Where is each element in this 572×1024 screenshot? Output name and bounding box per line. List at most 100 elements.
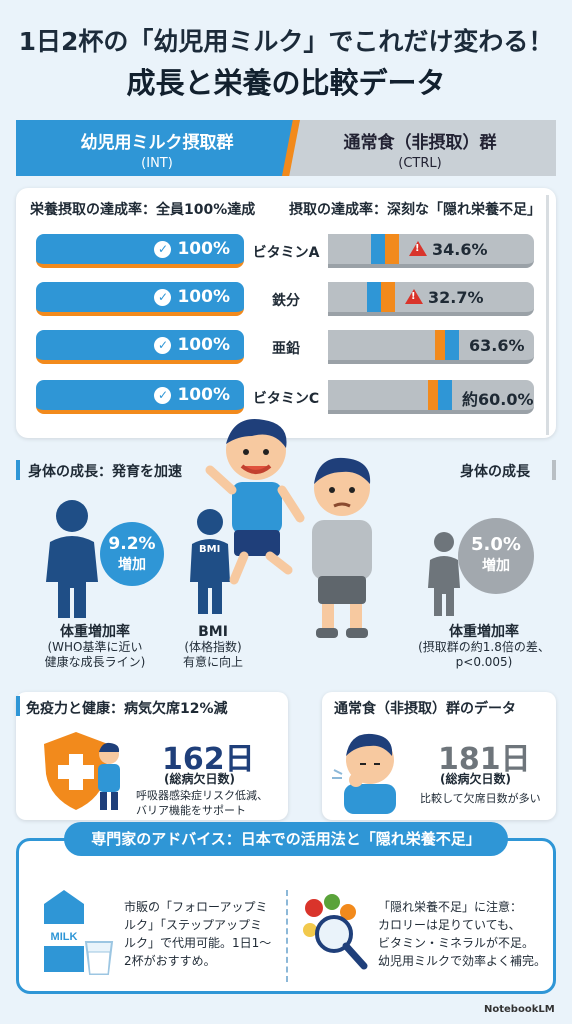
milk-carton-label: MILK bbox=[51, 931, 78, 943]
sick-child-icon bbox=[332, 733, 396, 814]
ctrl-bar-fill bbox=[445, 330, 459, 360]
advice-left-line: 市販の「フォローアップミ bbox=[124, 900, 268, 914]
title-line2: 成長と栄養の比較データ bbox=[126, 66, 446, 100]
int-bar-value: 100% bbox=[177, 335, 230, 355]
int-weight-badge: 9.2% 増加 bbox=[100, 522, 164, 586]
magnifier-food-icon bbox=[303, 894, 368, 970]
ctrl-bar-value-text: 約60.0% bbox=[462, 390, 534, 409]
ctrl-bar-value: 約60.0% bbox=[462, 386, 534, 410]
int-bar-value: 100% bbox=[177, 385, 230, 405]
int-immunity-notes: 呼吸器感染症リスク低減、 バリア機能をサポート bbox=[136, 788, 268, 818]
small-child-icon bbox=[98, 742, 120, 810]
nutrient-label: ビタミンA bbox=[252, 245, 320, 261]
ctrl-group-header: 通常食（非摂取）群 (CTRL) bbox=[284, 120, 556, 176]
immunity-int-title: 免疫力と健康：病気欠席12%減 bbox=[26, 701, 228, 717]
ctrl-bar-value-text: 34.6% bbox=[432, 240, 488, 259]
int-immunity-note1: 呼吸器感染症リスク低減、 bbox=[136, 789, 268, 802]
advice-left-line: ルク」で代用可能。1日1～ bbox=[124, 936, 272, 950]
ctrl-bar-fill bbox=[371, 234, 385, 264]
panel-divider bbox=[546, 195, 549, 435]
section-marker bbox=[16, 696, 20, 716]
int-bar: ✓ 100% bbox=[36, 234, 244, 268]
ctrl-group-code: (CTRL) bbox=[398, 156, 442, 171]
check-icon: ✓ bbox=[154, 288, 172, 306]
ctrl-nutrition-title: 摂取の達成率：深刻な「隠れ栄養不足」 bbox=[289, 202, 541, 218]
advice-left-line: ルク」「ステップアップミ bbox=[124, 918, 263, 932]
ctrl-bar-marker bbox=[385, 234, 399, 264]
person-silhouette-icon bbox=[190, 509, 230, 614]
int-nutrition-title: 栄養摂取の達成率：全員100%達成 bbox=[30, 202, 256, 218]
ctrl-bar-marker bbox=[381, 282, 395, 312]
advice-right-line: ビタミン・ミネラルが不足。 bbox=[378, 936, 535, 950]
int-group-code: (INT) bbox=[141, 156, 173, 171]
check-icon: ✓ bbox=[154, 240, 172, 258]
section-marker bbox=[16, 460, 20, 480]
ctrl-weight-badge: 5.0% 増加 bbox=[458, 518, 534, 594]
ctrl-weight-caption: 体重増加率 bbox=[449, 624, 519, 640]
ctrl-bar-marker bbox=[428, 380, 438, 410]
tired-child-illustration bbox=[312, 457, 372, 638]
ctrl-bar-fill bbox=[367, 282, 381, 312]
advice-right-line: 「隠れ栄養不足」に注意： bbox=[378, 900, 523, 914]
ctrl-weight-pct: 5.0% bbox=[471, 534, 521, 555]
ctrl-weight-caption-block: 体重増加率 (摂取群の約1.8倍の差、 p<0.005) bbox=[406, 625, 562, 670]
int-group-header: 幼児用ミルク摂取群 (INT) bbox=[16, 120, 298, 176]
ctrl-group-label: 通常食（非摂取）群 bbox=[343, 133, 497, 153]
bmi-caption: BMI bbox=[198, 624, 228, 640]
ctrl-sick-days: 181日 bbox=[438, 742, 531, 777]
nutrient-label: 鉄分 bbox=[272, 293, 300, 309]
ctrl-bar-fill bbox=[438, 380, 452, 410]
footer-brand: NotebookLM bbox=[484, 1004, 555, 1015]
ctrl-bar-value-text: 63.6% bbox=[469, 336, 525, 355]
bmi-caption-block: BMI (体格指数) 有意に向上 bbox=[168, 625, 258, 670]
int-sick-days-label: (総病欠日数) bbox=[164, 772, 235, 786]
ctrl-bar: 約60.0% bbox=[328, 380, 534, 414]
ctrl-bar: 63.6% bbox=[328, 330, 534, 364]
check-icon: ✓ bbox=[154, 336, 172, 354]
growth-ctrl-title: 身体の成長 bbox=[460, 464, 530, 480]
int-bar: ✓ 100% bbox=[36, 282, 244, 316]
milk-carton-icon: MILK bbox=[44, 890, 114, 975]
bmi-note2: 有意に向上 bbox=[182, 655, 243, 669]
shield-cross-icon bbox=[44, 732, 108, 810]
advice-divider bbox=[286, 890, 288, 982]
int-bar: ✓ 100% bbox=[36, 380, 244, 414]
int-bar: ✓ 100% bbox=[36, 330, 244, 364]
happy-child-illustration bbox=[205, 419, 305, 585]
bmi-badge: BMI bbox=[199, 544, 221, 555]
int-weight-note2: 健康な成長ライン) bbox=[44, 655, 146, 669]
bmi-note1: (体格指数) bbox=[184, 640, 242, 654]
ctrl-immunity-note: 比較して欠席日数が多い bbox=[420, 792, 541, 805]
int-weight-pct-label: 増加 bbox=[118, 557, 146, 573]
advice-right-line: 幼児用ミルクで効率よく補完。 bbox=[378, 954, 547, 968]
nutrient-label: 亜鉛 bbox=[272, 341, 300, 357]
ctrl-sick-days-label: (総病欠日数) bbox=[440, 772, 511, 786]
ctrl-weight-note2: p<0.005) bbox=[455, 655, 513, 669]
int-weight-caption: 体重増加率 bbox=[60, 624, 130, 640]
ctrl-weight-note1: (摂取群の約1.8倍の差、 bbox=[418, 640, 550, 654]
ctrl-bar: ! 34.6% bbox=[328, 234, 534, 268]
int-immunity-note2: バリア機能をサポート bbox=[136, 804, 246, 817]
int-bar-value: 100% bbox=[177, 239, 230, 259]
advice-title: 専門家のアドバイス：日本での活用法と「隠れ栄養不足」 bbox=[64, 822, 508, 856]
advice-right-text: 「隠れ栄養不足」に注意： カロリーは足りていても、 ビタミン・ミネラルが不足。 … bbox=[378, 898, 546, 970]
warning-icon: ! bbox=[405, 289, 423, 304]
ctrl-bar-value: ! 34.6% bbox=[409, 240, 488, 259]
advice-right-line: カロリーは足りていても、 bbox=[378, 918, 521, 932]
int-weight-note1: (WHO基準に近い bbox=[47, 640, 143, 654]
ctrl-weight-pct-label: 増加 bbox=[482, 558, 510, 574]
warning-icon: ! bbox=[409, 241, 427, 256]
advice-left-text: 市販の「フォローアップミ ルク」「ステップアップミ ルク」で代用可能。1日1～ … bbox=[124, 898, 271, 970]
advice-left-line: 2杯がおすすめ。 bbox=[124, 954, 216, 968]
section-marker bbox=[552, 460, 556, 480]
ctrl-bar-value: 63.6% bbox=[469, 336, 525, 355]
title-line1: 1日2杯の「幼児用ミルク」でこれだけ変わる！ bbox=[18, 27, 554, 56]
int-weight-caption-block: 体重増加率 (WHO基準に近い 健康な成長ライン) bbox=[20, 625, 170, 670]
int-bar-value: 100% bbox=[177, 287, 230, 307]
immunity-ctrl-title: 通常食（非摂取）群のデータ bbox=[334, 701, 516, 717]
ctrl-bar: ! 32.7% bbox=[328, 282, 534, 316]
check-icon: ✓ bbox=[154, 386, 172, 404]
growth-int-title: 身体の成長：発育を加速 bbox=[28, 464, 182, 480]
ctrl-bar-value-text: 32.7% bbox=[428, 288, 484, 307]
int-group-label: 幼児用ミルク摂取群 bbox=[80, 133, 234, 153]
